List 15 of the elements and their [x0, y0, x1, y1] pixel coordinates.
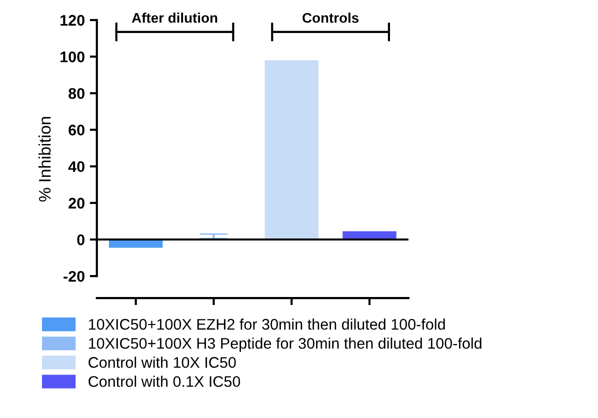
legend-label: Control with 10X IC50 — [88, 356, 236, 368]
y-tick-label: 100 — [60, 52, 84, 62]
annotation: Controls — [302, 12, 359, 23]
y-tick-label: 60 — [68, 124, 84, 136]
legend-label: 10XIC50+100X H3 Peptide for 30min then diluted 100-fold — [88, 338, 482, 352]
y-tick-label: 0 — [77, 234, 84, 246]
legend-label: Control with 0.1X IC50 — [88, 376, 240, 387]
y-tick-label: 20 — [68, 198, 84, 209]
legend-label: 10XIC50+100X EZH2 for 30min then diluted 100-fold — [88, 318, 445, 330]
y-tick-label: -20 — [64, 270, 84, 282]
y-tick-label: 40 — [68, 161, 84, 172]
annotation: After dilution — [132, 12, 218, 23]
y-tick-label: 80 — [68, 88, 84, 99]
y-axis-title: % Inhibition — [38, 117, 51, 202]
y-tick-label: 120 — [60, 14, 84, 26]
